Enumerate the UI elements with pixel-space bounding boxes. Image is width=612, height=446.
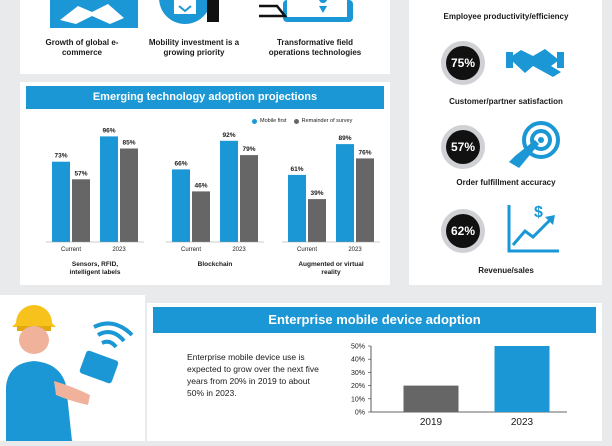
data-label-g1-c1-s0: 92% <box>222 132 235 139</box>
data-label-g0-c0-s1: 57% <box>74 170 87 177</box>
bar-g1-c0-s1 <box>192 191 210 242</box>
y-tick-label-4: 40% <box>351 357 365 364</box>
bar-g1-c0-s0 <box>172 169 190 242</box>
enterprise-title: Enterprise mobile device adoption <box>153 307 596 333</box>
handshake-icon <box>50 0 138 28</box>
top-caption-mobility: Mobility investment is a growing priorit… <box>148 38 240 57</box>
tablet-icon <box>159 0 219 24</box>
emerging-chart: 73% 57% Current 96% 85% 2023 Sensors, RFID,int… <box>46 127 380 276</box>
stat-ring-revenue: 62% <box>441 209 485 253</box>
bar-g0-c0-s1 <box>72 179 90 242</box>
top-caption-field-ops: Transformative field operations technolo… <box>268 38 362 57</box>
stat-value-fulfillment: 57% <box>446 130 480 164</box>
data-label-g2-c1-s0: 89% <box>338 135 351 142</box>
emerging-title: Emerging technology adoption projections <box>26 86 384 109</box>
x-tick-label-g2-c0: Current <box>297 247 317 253</box>
location-icon <box>259 0 353 22</box>
stat-label-productivity: Employee productivity/efficiency <box>443 12 569 21</box>
enterprise-chart: 0% 10% 20% 30% 40% 50% 2019 2023 <box>351 344 567 428</box>
bar-g2-c0-s0 <box>288 174 306 242</box>
x-tick-label-g0-c1: 2023 <box>112 247 126 253</box>
legend-swatch-mobile-first <box>252 118 257 124</box>
stat-label-revenue: Revenue/sales <box>478 266 534 275</box>
bar-g1-c1-s0 <box>220 140 238 242</box>
group-label-g0: Sensors, RFID, <box>72 261 118 268</box>
stat-ring-fulfillment: 57% <box>441 125 485 169</box>
worker-illustration <box>6 305 134 441</box>
x-tick-label-g1-c1: 2023 <box>232 247 246 253</box>
y-tick-label-3: 30% <box>351 370 365 377</box>
enterprise-panel: Enterprise mobile device adoption Enterp… <box>147 303 602 441</box>
data-label-g0-c1-s1: 85% <box>122 140 135 147</box>
bar-g0-c1-s1 <box>120 148 138 242</box>
handshake-icon <box>506 49 564 77</box>
bar-g1-c1-s1 <box>240 155 258 242</box>
data-label-g2-c1-s1: 76% <box>358 149 371 156</box>
data-label-g2-c0-s1: 39% <box>310 190 323 197</box>
stat-label-fulfillment: Order fulfillment accuracy <box>456 178 556 187</box>
data-label-g0-c0-s0: 73% <box>54 153 67 160</box>
legend-swatch-remainder <box>293 118 299 124</box>
y-tick-label-5: 50% <box>351 344 365 351</box>
x-tick-label-2019: 2019 <box>420 417 443 428</box>
top-caption-ecommerce: Growth of global e-commerce <box>45 38 119 57</box>
data-label-g2-c0-s0: 61% <box>290 166 303 173</box>
x-tick-label-g0-c0: Current <box>61 247 81 253</box>
bar-g0-c1-s0 <box>100 136 118 242</box>
x-tick-label-g1-c0: Current <box>181 247 201 253</box>
bar-g0-c0-s0 <box>52 161 70 242</box>
y-tick-label-2: 20% <box>351 383 365 390</box>
stats-panel: Employee productivity/efficiency 75% Cus… <box>409 0 602 285</box>
bar-g2-c1-s1 <box>356 158 374 242</box>
illustration-panel <box>0 295 145 441</box>
enterprise-description: Enterprise mobile device use is expected… <box>187 352 319 398</box>
bar-g2-c1-s0 <box>336 144 354 242</box>
x-tick-label-2023: 2023 <box>511 417 534 428</box>
y-tick-label-0: 0% <box>355 410 365 417</box>
legend-label-mobile-first: Mobile first <box>260 118 287 124</box>
bar-2019 <box>403 385 459 412</box>
bar-g2-c0-s1 <box>308 199 326 242</box>
group-label-g2: reality <box>321 269 341 276</box>
group-label-g1: Blockchain <box>198 261 233 268</box>
data-label-g1-c1-s1: 79% <box>242 146 255 153</box>
stat-label-satisfaction: Customer/partner satisfaction <box>449 97 563 106</box>
y-tick-label-1: 10% <box>351 396 365 403</box>
emerging-panel: Emerging technology adoption projections… <box>20 82 390 285</box>
stat-value-satisfaction: 75% <box>446 46 480 80</box>
data-label-g0-c1-s0: 96% <box>102 127 115 134</box>
svg-text:$: $ <box>534 204 543 221</box>
growth-chart-icon: $ <box>507 204 559 253</box>
stat-ring-satisfaction: 75% <box>441 41 485 85</box>
group-label-g2: Augmented or virtual <box>298 261 364 268</box>
target-icon <box>509 121 560 168</box>
stat-value-revenue: 62% <box>446 214 480 248</box>
data-label-g1-c0-s0: 66% <box>174 160 187 167</box>
bar-2023 <box>494 346 550 412</box>
x-tick-label-g2-c1: 2023 <box>348 247 362 253</box>
legend: Mobile first Remainder of survey <box>252 118 352 124</box>
legend-label-remainder: Remainder of survey <box>301 118 353 124</box>
data-label-g1-c0-s1: 46% <box>194 182 207 189</box>
group-label-g0: intelligent labels <box>70 269 121 276</box>
top-panel: Growth of global e-commerce Mobility inv… <box>20 0 390 74</box>
